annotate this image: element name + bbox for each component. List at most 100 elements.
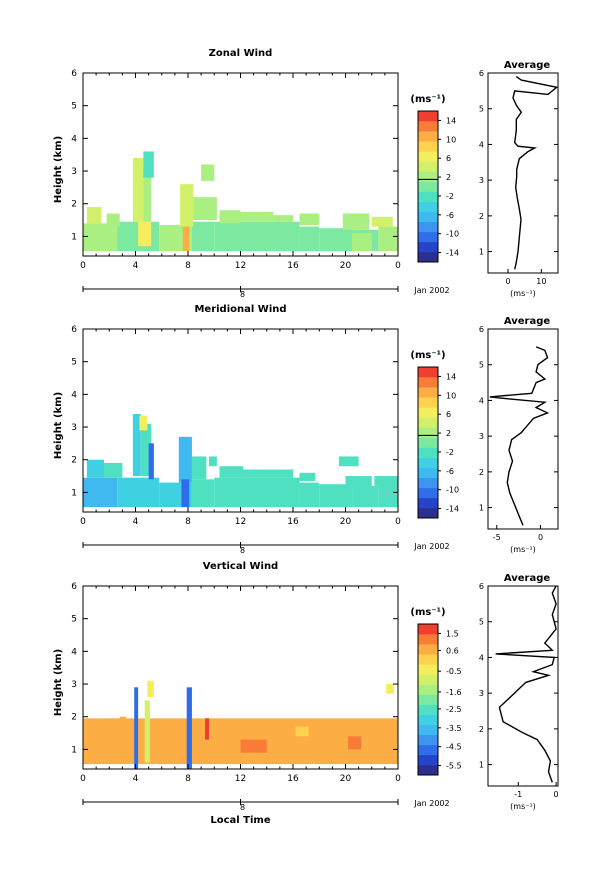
x-tick-label: 16 <box>287 774 299 784</box>
colorbar-tick-label: -2 <box>446 192 454 201</box>
heatmap-cell <box>86 459 104 478</box>
colorbar-segment <box>418 151 438 162</box>
colorbar-segment <box>418 231 438 243</box>
y-tick-label: 2 <box>71 200 77 210</box>
colorbar-tick-label: -14 <box>446 249 459 258</box>
heatmap-cell <box>191 221 215 252</box>
average-panel: Average 1 2 3 4 5 6 0 10(ms⁻¹) <box>479 60 559 298</box>
avg-y-tick-label: 6 <box>479 325 484 334</box>
y-tick-label: 5 <box>71 615 77 625</box>
colorbar: 1.5 0.6 -0.5 -1.6 -2.5 -3.5 -4.5 -5.5 (ms⁻¹) <box>410 607 462 776</box>
average-frame <box>487 585 559 787</box>
heatmap-cell <box>214 221 300 252</box>
heatmap-cell <box>143 151 154 178</box>
avg-y-tick-label: 3 <box>479 689 484 698</box>
x-tick-label: 0 <box>80 517 86 527</box>
colorbar-segment <box>418 447 438 458</box>
colorbar-segment <box>418 477 438 489</box>
avg-y-tick-label: 2 <box>479 468 484 477</box>
heatmap-cell <box>134 687 139 769</box>
colorbar-tick-label: 2 <box>446 429 451 438</box>
heatmap-cell <box>86 206 102 224</box>
heatmap-cell <box>132 157 144 222</box>
avg-y-tick-label: 1 <box>479 761 484 770</box>
heatmap-cell <box>240 211 274 222</box>
colorbar-tick-label: -6 <box>446 467 454 476</box>
x-tick-label: 4 <box>133 261 139 271</box>
colorbar-segment <box>418 497 438 509</box>
panel-title: Vertical Wind <box>203 561 278 572</box>
heatmap-cell <box>352 233 372 252</box>
colorbar-segment <box>418 417 438 428</box>
heatmap-cell <box>338 456 359 467</box>
heatmap-cell <box>181 479 190 508</box>
y-tick-label: 1 <box>71 745 77 755</box>
colorbar-frame <box>417 623 439 776</box>
heatmap-cell <box>143 164 152 222</box>
date-marker: 8 <box>240 290 245 299</box>
colorbar-segment <box>418 654 438 665</box>
avg-y-tick-label: 6 <box>479 69 484 78</box>
average-profile-line <box>495 585 557 783</box>
colorbar-segment <box>418 764 438 776</box>
colorbar-segment <box>418 141 438 152</box>
colorbar-segment <box>418 724 438 736</box>
colorbar-tick-label: 1.5 <box>446 629 459 638</box>
y-tick-label: 3 <box>71 680 77 690</box>
colorbar-segment <box>418 201 438 212</box>
average-frame <box>487 328 559 530</box>
heatmap-cell <box>299 482 320 508</box>
heatmap-cell <box>180 184 194 227</box>
heatmap-cell <box>371 216 393 227</box>
heatmap-cell <box>386 684 395 694</box>
heatmap-cell <box>319 228 353 252</box>
avg-x-tick-label: 10 <box>536 277 546 286</box>
avg-x-axis-label: (ms⁻¹) <box>510 802 536 811</box>
heatmap-cell <box>374 476 398 486</box>
colorbar-tick-label: -14 <box>446 505 459 514</box>
heatmap-cell <box>348 736 362 750</box>
heatmap-cell <box>273 215 293 222</box>
x-tick-label: 8 <box>185 517 191 527</box>
avg-x-axis-label: (ms⁻¹) <box>510 289 536 298</box>
y-axis-label: Height (km) <box>53 392 64 459</box>
x-tick-label: 12 <box>235 261 246 271</box>
heatmap-cell <box>83 477 118 508</box>
colorbar-tick-label: -10 <box>446 230 459 239</box>
heatmap-cell <box>140 423 152 477</box>
colorbar-segment <box>418 457 438 468</box>
heatmap-cell <box>147 680 154 698</box>
date-marker: 8 <box>240 803 245 812</box>
y-tick-label: 5 <box>71 102 77 112</box>
y-tick-label: 6 <box>71 69 77 79</box>
x-tick-label: 0 <box>80 261 86 271</box>
colorbar-unit: (ms⁻¹) <box>410 94 445 105</box>
avg-y-tick-label: 4 <box>479 653 484 662</box>
heatmap-cell <box>117 477 160 508</box>
colorbar-segment <box>418 634 438 645</box>
y-tick-label: 2 <box>71 713 77 723</box>
y-tick-label: 2 <box>71 456 77 466</box>
colorbar-segment <box>418 694 438 705</box>
avg-x-tick-label: 0 <box>554 790 559 799</box>
colorbar-segment <box>418 397 438 408</box>
y-tick-label: 1 <box>71 232 77 242</box>
colorbar-segment <box>418 624 438 635</box>
heatmap-cell <box>182 226 190 252</box>
avg-y-tick-label: 5 <box>479 618 484 627</box>
date-label: Jan 2002 <box>413 286 449 295</box>
colorbar-tick-label: -2 <box>446 448 454 457</box>
colorbar-tick-label: -3.5 <box>446 724 462 733</box>
colorbar-segment <box>418 387 438 398</box>
colorbar-segment <box>418 487 438 499</box>
x-tick-label: 12 <box>235 774 246 784</box>
heatmap-cell <box>295 726 309 737</box>
avg-y-tick-label: 4 <box>479 140 484 149</box>
colorbar-tick-label: 0.6 <box>446 646 459 655</box>
colorbar-frame <box>417 366 439 519</box>
heatmap-cell <box>209 456 217 467</box>
